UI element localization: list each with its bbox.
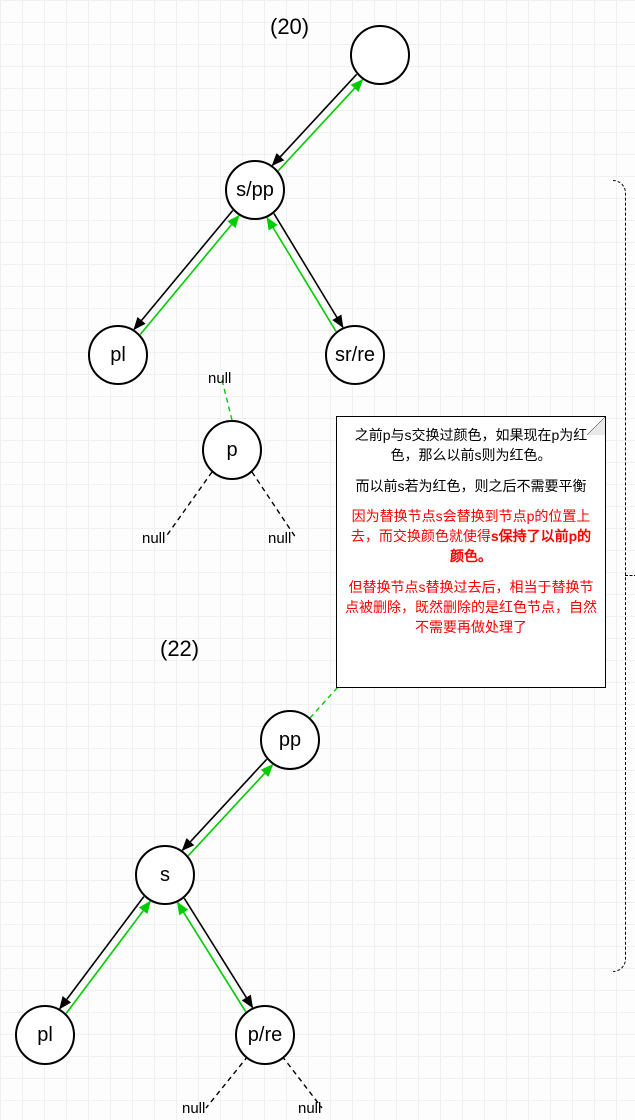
node-label: sr/re [335, 344, 375, 367]
diagram-title-20: (20) [270, 14, 309, 40]
node-pl-top: pl [88, 325, 148, 385]
diagram-title-22: (22) [160, 636, 199, 662]
node-label: s [160, 864, 170, 887]
annotation-p1: 之前p与s交换过颜色，如果现在p为红色，那么以前s则为红色。 [345, 425, 597, 466]
null-label: null [182, 1100, 205, 1117]
brace-right [613, 180, 626, 972]
node-label: p [226, 439, 237, 462]
node-pl-bottom: pl [15, 1005, 75, 1065]
node-spp: s/pp [225, 160, 285, 220]
annotation-p2: 而以前s若为红色，则之后不需要平衡 [345, 476, 597, 496]
node-root [350, 25, 410, 85]
dogear-icon [587, 417, 605, 435]
node-p: p [202, 420, 262, 480]
annotation-note: 之前p与s交换过颜色，如果现在p为红色，那么以前s则为红色。 而以前s若为红色，… [336, 416, 606, 688]
annotation-p3: 因为替换节点s会替换到节点p的位置上去，而交换颜色就使得s保持了以前p的颜色。 [345, 506, 597, 567]
node-label: s/pp [236, 179, 274, 202]
null-label: null [142, 530, 165, 547]
node-pre: p/re [235, 1005, 295, 1065]
node-srre: sr/re [325, 325, 385, 385]
node-label: pl [110, 344, 126, 367]
node-pp: pp [260, 710, 320, 770]
node-label: pl [37, 1024, 53, 1047]
node-label: pp [279, 729, 301, 752]
null-label: null [208, 370, 231, 387]
brace-tick [625, 575, 635, 576]
node-label: p/re [248, 1024, 282, 1047]
null-label: null [298, 1100, 321, 1117]
null-label: null [268, 530, 291, 547]
node-s: s [135, 845, 195, 905]
annotation-p4: 但替换节点s替换过去后，相当于替换节点被删除，既然删除的是红色节点，自然不需要再… [345, 577, 597, 638]
